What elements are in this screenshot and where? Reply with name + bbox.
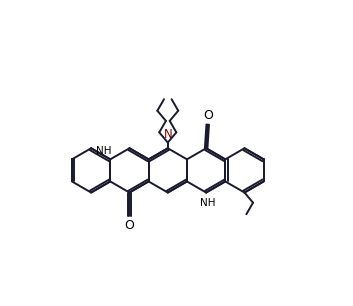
Text: N: N bbox=[163, 128, 172, 141]
Text: O: O bbox=[203, 109, 213, 122]
Text: NH: NH bbox=[200, 198, 215, 208]
Text: NH: NH bbox=[96, 146, 111, 155]
Text: O: O bbox=[125, 219, 134, 232]
